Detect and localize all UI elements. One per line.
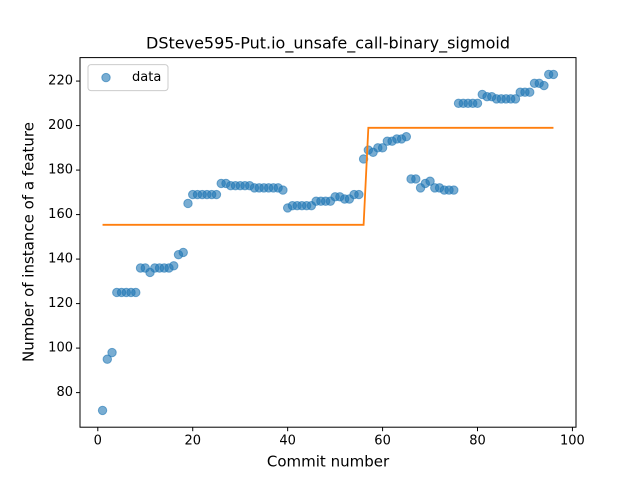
data-point xyxy=(411,174,421,184)
data-point xyxy=(102,354,112,364)
y-tick-label: 180 xyxy=(48,163,73,178)
x-axis-label: Commit number xyxy=(267,453,390,471)
y-axis-label: Number of instance of a feature xyxy=(20,122,38,362)
data-point xyxy=(178,247,188,258)
legend-box xyxy=(87,64,169,92)
data-point xyxy=(278,185,288,195)
data-point xyxy=(472,98,483,109)
data-point xyxy=(425,176,435,186)
data-point xyxy=(211,189,222,200)
x-tick-label: 20 xyxy=(184,434,201,449)
data-point xyxy=(97,405,108,416)
data-point xyxy=(169,261,179,271)
y-tick-label: 160 xyxy=(48,207,73,222)
y-tick-label: 200 xyxy=(48,118,73,133)
data-point xyxy=(449,185,459,195)
data-point xyxy=(539,80,549,91)
chart-title: DSteve595-Put.io_unsafe_call-binary_sigm… xyxy=(146,34,510,54)
data-point xyxy=(525,87,535,97)
y-tick-label: 220 xyxy=(48,74,73,89)
legend-label: data xyxy=(132,70,161,85)
data-point xyxy=(358,154,369,164)
data-point xyxy=(183,198,193,209)
x-tick-label: 40 xyxy=(279,434,296,449)
data-point xyxy=(510,94,521,104)
x-tick-label: 60 xyxy=(374,434,391,449)
data-point xyxy=(377,143,388,153)
data-point xyxy=(548,69,559,80)
data-point xyxy=(131,287,141,298)
y-tick-label: 100 xyxy=(48,341,73,356)
x-tick-label: 80 xyxy=(469,434,486,449)
y-tick-label: 140 xyxy=(48,252,73,267)
axes-frame xyxy=(79,57,577,428)
fit-line xyxy=(102,126,554,226)
data-point xyxy=(354,189,364,200)
y-tick-label: 80 xyxy=(56,385,73,400)
data-point xyxy=(401,132,412,142)
y-tick-label: 120 xyxy=(48,296,73,311)
x-tick-label: 0 xyxy=(94,434,102,449)
legend-marker xyxy=(101,72,111,83)
data-point xyxy=(107,347,117,358)
x-tick-label: 100 xyxy=(560,434,585,449)
